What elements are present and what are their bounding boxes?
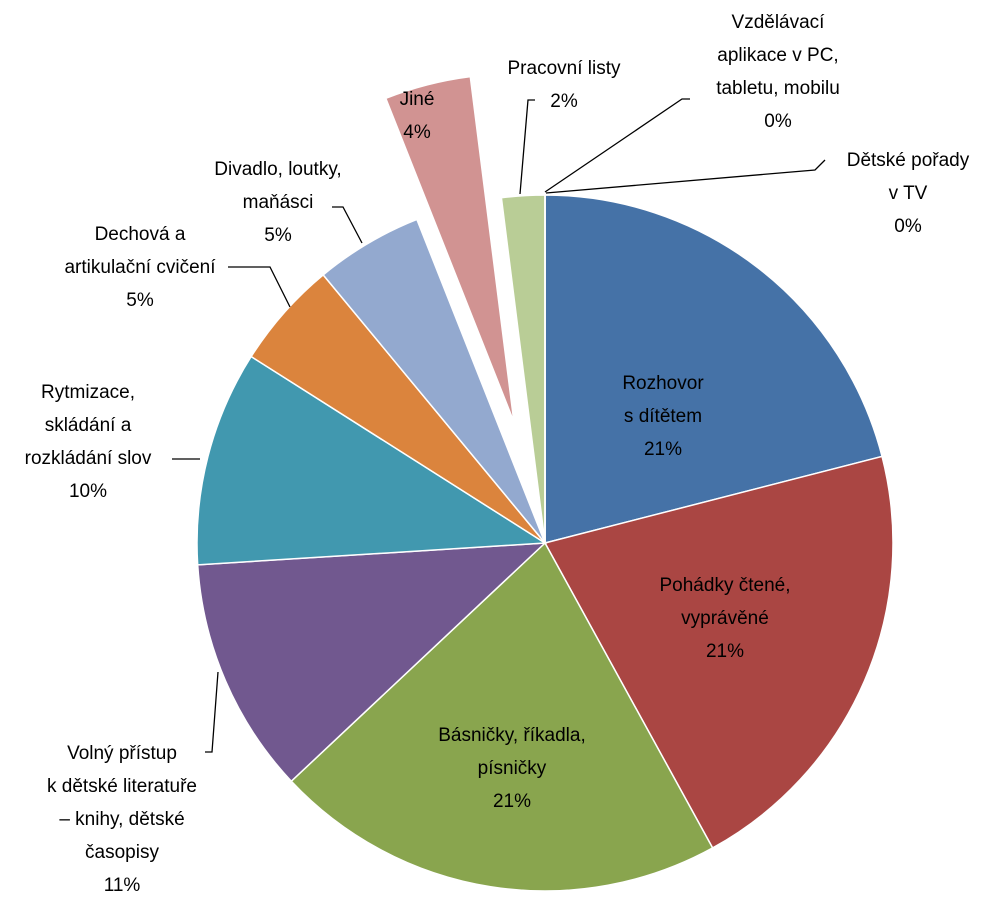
slice-label: Pohádky čtené, vyprávěné 21%: [575, 569, 875, 668]
pie-slice: [322, 218, 546, 544]
slice-label: Dětské pořady v TV 0%: [758, 144, 991, 243]
category-label: Dechová a artikulační cvičení: [64, 224, 216, 278]
slice-label: Básničky, říkadla, písničky 21%: [362, 719, 662, 818]
category-label: Jiné: [399, 89, 435, 110]
value-label: 0%: [894, 216, 922, 237]
value-label: 21%: [705, 641, 745, 662]
leader-line: [544, 98, 690, 193]
pie-slice: [384, 75, 515, 423]
value-label: 21%: [492, 791, 532, 812]
value-label: 5%: [264, 225, 292, 246]
pie-slice: [543, 455, 894, 849]
category-label: Pohádky čtené, vyprávěné: [659, 575, 791, 629]
leader-line: [519, 99, 535, 195]
slice-label: Pracovní listy 2%: [414, 52, 714, 118]
category-label: Dětské pořady v TV: [846, 150, 970, 204]
value-label: 5%: [126, 290, 154, 311]
pie-slice: [196, 355, 548, 566]
slice-label: Dechová a artikulační cvičení 5%: [0, 218, 290, 317]
slice-label: Vzdělávací aplikace v PC, tabletu, mobil…: [628, 6, 928, 138]
category-label: Divadlo, loutky, maňásci: [214, 159, 342, 213]
pie-slice: [196, 542, 548, 783]
slice-label: Jiné 4%: [267, 83, 567, 149]
category-label: Básničky, říkadla, písničky: [438, 725, 586, 779]
value-label: 21%: [643, 439, 683, 460]
leader-line: [545, 159, 826, 194]
value-label: 2%: [550, 91, 578, 112]
leader-line: [332, 206, 363, 244]
pie-slice: [290, 541, 714, 892]
slice-label: Rozhovor s dítětem 21%: [513, 367, 813, 466]
slice-label: Divadlo, loutky, maňásci 5%: [128, 153, 428, 252]
value-label: 10%: [68, 481, 108, 502]
category-label: Rytmizace, skládání a rozkládání slov: [24, 382, 152, 469]
value-label: 11%: [103, 875, 141, 896]
value-label: 0%: [764, 111, 792, 132]
leader-line: [205, 671, 219, 753]
slice-label: Rytmizace, skládání a rozkládání slov 10%: [0, 376, 238, 508]
category-label: Volný přístup k dětské literatuře – knih…: [47, 743, 197, 863]
pie-slice: [544, 194, 883, 544]
slice-label: Volný přístup k dětské literatuře – knih…: [0, 737, 272, 902]
category-label: Vzdělávací aplikace v PC, tabletu, mobil…: [716, 12, 840, 99]
value-label: 4%: [403, 122, 431, 143]
category-label: Rozhovor s dítětem: [622, 373, 704, 427]
category-label: Pracovní listy: [507, 58, 621, 79]
leader-line: [228, 266, 291, 308]
